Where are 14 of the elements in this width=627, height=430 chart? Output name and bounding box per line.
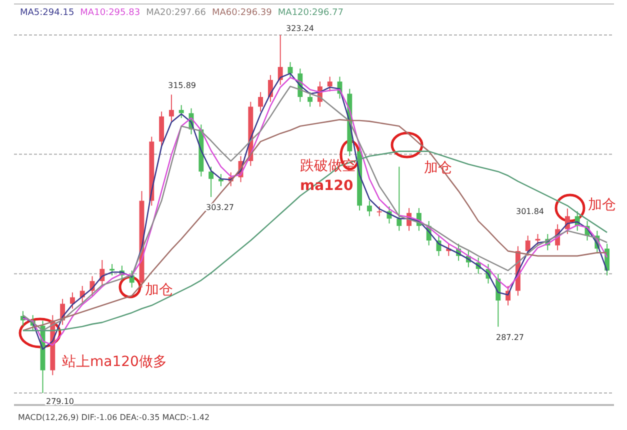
annotation: 加仓 <box>588 197 616 213</box>
annotation: 287.27 <box>496 333 524 342</box>
annotation: 站上ma120做多 <box>62 354 167 370</box>
text: MA120:296.77 <box>278 8 344 18</box>
text: MA5:294.15 <box>20 8 74 18</box>
annotation: 315.89 <box>168 81 196 90</box>
text: MACD(12,26,9) DIF:-1.06 DEA:-0.35 MACD:-1.42 <box>18 413 210 422</box>
annotation: 加仓 <box>145 282 173 298</box>
text: MA60:296.39 <box>212 8 272 18</box>
text: 323.24 <box>286 24 314 33</box>
annotation: 301.84 <box>516 207 544 216</box>
text: 279.10 <box>46 397 74 406</box>
text: MA10:295.83 <box>80 8 140 18</box>
text: MA20:297.66 <box>146 8 206 18</box>
